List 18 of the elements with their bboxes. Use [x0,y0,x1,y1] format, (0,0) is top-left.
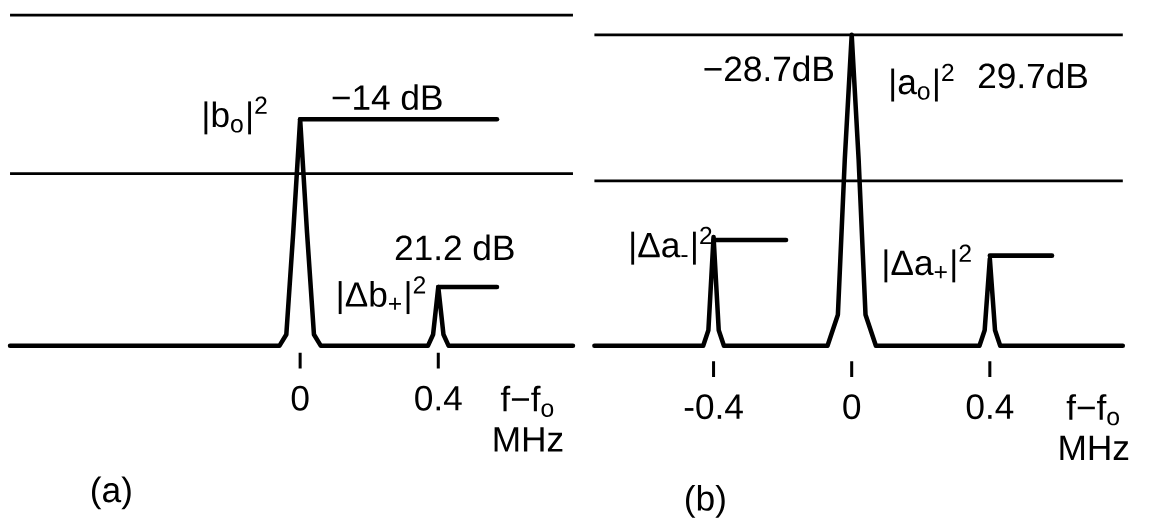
x-tick-label: 0.4 [415,385,462,411]
text: −14 dB [332,84,442,111]
x-axis-title: f−f$_{o}$ MHz [494,386,563,452]
x-tick-label: 0.4 [966,394,1014,420]
x-tick-label: 0 [843,394,861,420]
annotation: −28.7dB [704,55,834,82]
annotation: |a$_{o}$|$^{2}$ [891,63,954,102]
annotation: |Δb$_{+}$|$^{2}$ [338,276,426,315]
x-tick-label: -0.4 [684,394,743,420]
x-tick-label: 0 [291,385,309,411]
x-axis-title: f−f$_{o}$ MHz [1060,394,1129,461]
annotation: 21.2 dB [395,234,514,261]
annotation: |Δa$_{+}$|$^{2}$ [884,244,971,283]
annotation: |b$_{o}$|$^{2}$ [204,96,267,135]
text: (b) [686,485,725,519]
annotation: |Δa$_{-}$|$^{2}$ [631,227,712,265]
annotation: 29.7dB [978,62,1087,89]
text: (a) [92,476,131,510]
